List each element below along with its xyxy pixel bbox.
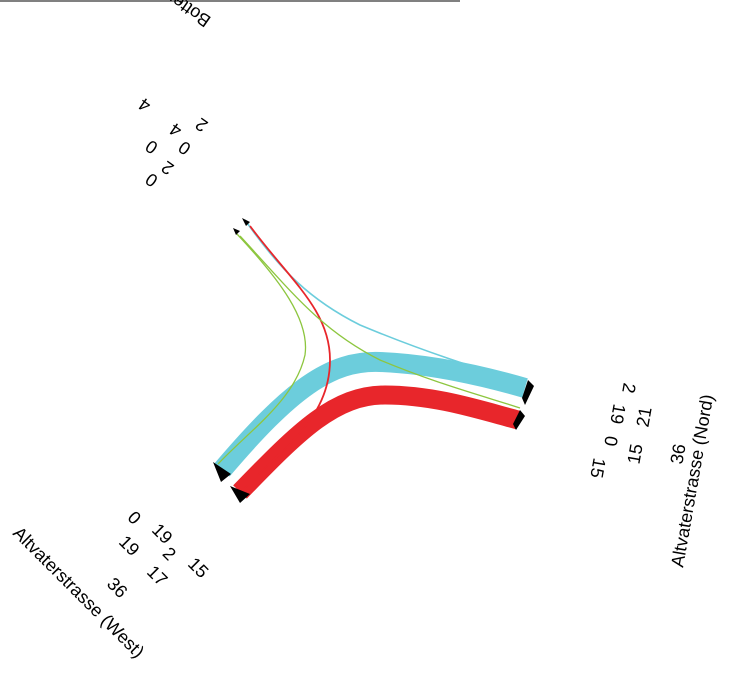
marker-nord-red [513,410,525,430]
count-bottenbrunnen-out-0: 0 [142,136,162,158]
marker-botten-2 [233,228,240,235]
bottenbrunnen-labels: Bottenbrunnenstrasse 4 0 4 2 0 2 0 [59,0,215,191]
count-altvater-nord-out-0: 15 [624,442,647,465]
count-bottenbrunnen-in-2: 0 [175,137,195,159]
count-altvater-west-total: 36 [103,574,131,602]
count-altvater-west-in-0: 0 [124,507,145,528]
flow-band-nord-west [233,385,521,499]
altvater-nord-labels: Altvaterstrasse (Nord) 36 15 21 15 0 19 … [586,381,717,568]
count-altvater-west-out-0: 19 [115,532,143,560]
count-altvater-nord-in-1: 0 [600,434,621,447]
altvater-west-labels: Altvaterstrasse (West) 0 19 19 2 15 17 3… [9,507,212,662]
marker-west-red [230,486,250,503]
arm-markers [213,218,534,503]
count-bottenbrunnen-out-1: 4 [166,119,186,141]
marker-nord-cyan [522,380,534,405]
count-bottenbrunnen-in-1: 2 [158,157,178,179]
flow-band-west-nord [214,351,528,477]
count-altvater-nord-out-1: 21 [633,405,656,428]
flow-thin-red-botten [244,225,331,489]
count-bottenbrunnen-in-0: 0 [142,169,162,191]
flow-bands [214,219,528,499]
marker-botten-1 [242,218,250,226]
count-altvater-nord-in-2: 19 [606,402,629,425]
count-bottenbrunnen-out-2: 2 [192,114,212,136]
marker-west-cyan [213,462,231,482]
count-altvater-west-out-2: 15 [184,554,212,582]
count-altvater-nord-in-0: 15 [586,456,609,479]
count-altvater-nord-total: 36 [667,442,690,465]
flow-thin-green-2 [239,235,521,409]
street-label-altvater-nord: Altvaterstrasse (Nord) [667,393,717,569]
street-label-bottenbrunnen: Bottenbrunnenstrasse [59,0,215,31]
count-bottenbrunnen-total: 4 [135,94,155,116]
count-altvater-nord-in-3: 2 [618,381,639,394]
flow-thin-green-1 [217,233,307,465]
count-altvater-west-sub-0: 17 [143,562,171,590]
